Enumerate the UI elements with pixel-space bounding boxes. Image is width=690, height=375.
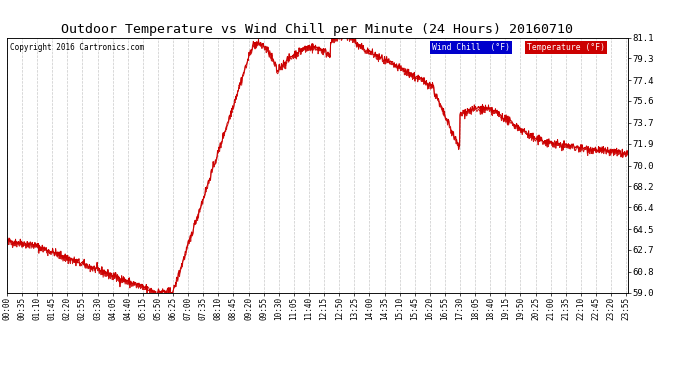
Title: Outdoor Temperature vs Wind Chill per Minute (24 Hours) 20160710: Outdoor Temperature vs Wind Chill per Mi… bbox=[61, 23, 573, 36]
Text: Copyright 2016 Cartronics.com: Copyright 2016 Cartronics.com bbox=[10, 43, 144, 52]
Text: Temperature (°F): Temperature (°F) bbox=[526, 43, 604, 52]
Text: Wind Chill  (°F): Wind Chill (°F) bbox=[432, 43, 511, 52]
